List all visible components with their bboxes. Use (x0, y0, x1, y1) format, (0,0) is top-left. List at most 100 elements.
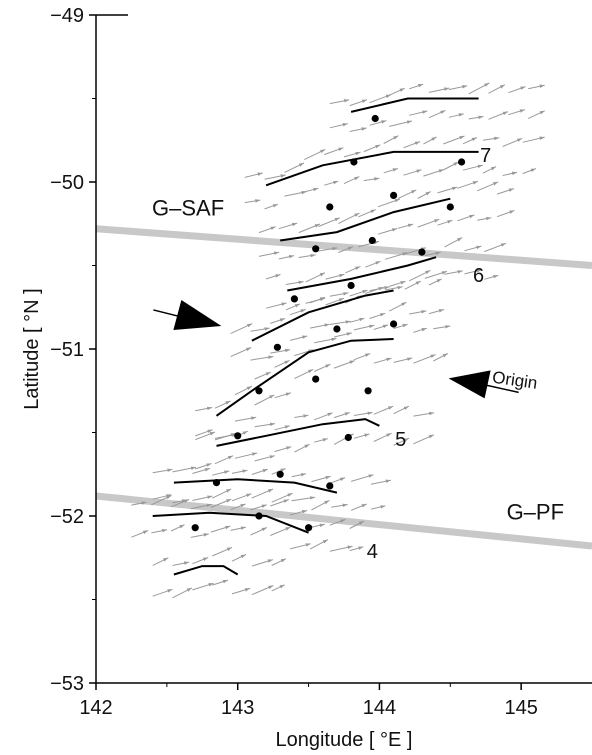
stations (191, 114, 466, 532)
annotation-label: 4 (367, 541, 378, 563)
velocity-vector (170, 524, 185, 532)
velocity-vector (369, 120, 387, 126)
velocity-vector (298, 253, 316, 258)
x-tick-label: 143 (221, 697, 254, 719)
velocity-vector (350, 503, 367, 511)
y-axis-title: Latitude [ °N ] (21, 288, 43, 409)
velocity-vector (329, 320, 351, 325)
velocity-vector (343, 176, 360, 185)
track-line-7 (216, 418, 380, 447)
velocity-vector (318, 217, 340, 227)
velocity-vector (314, 412, 333, 421)
pointer-arrow-head-origin (448, 370, 491, 399)
velocity-vector (417, 191, 431, 199)
velocity-vector (389, 120, 413, 127)
x-tick-label: 145 (504, 697, 537, 719)
velocity-vector (298, 223, 321, 234)
velocity-vector (314, 438, 328, 443)
track-line-2 (265, 150, 479, 187)
track-line-6 (215, 338, 394, 417)
velocity-vector (333, 412, 350, 419)
velocity-vector (468, 115, 484, 120)
velocity-vector (349, 127, 367, 132)
velocity-vector (333, 360, 355, 369)
velocity-vector (333, 332, 352, 338)
velocity-vector (254, 394, 275, 406)
velocity-vector (484, 274, 499, 280)
track-line-4 (287, 256, 437, 292)
velocity-vector (172, 561, 190, 566)
velocity-vector (212, 579, 229, 586)
x-tick-label: 144 (363, 697, 396, 719)
velocity-vector (284, 162, 305, 173)
velocity-vector (373, 357, 392, 364)
velocity-vector (464, 245, 482, 252)
velocity-vector (428, 109, 446, 119)
velocity-vector (234, 385, 253, 396)
velocity-vector (373, 432, 392, 442)
velocity-vector (358, 209, 376, 218)
velocity-vector (244, 199, 261, 204)
velocity-vector (443, 135, 465, 145)
velocity-vector (244, 172, 263, 178)
velocity-vector (214, 400, 231, 409)
velocity-vectors (131, 82, 546, 599)
velocity-vector (409, 83, 424, 90)
pointer-arrow-head-left (173, 299, 222, 330)
velocity-vector (305, 272, 326, 283)
velocity-vector (393, 437, 410, 446)
velocity-vector (423, 169, 445, 177)
velocity-vector (270, 526, 291, 536)
track-line-9 (152, 511, 309, 534)
velocity-vector (329, 123, 348, 129)
velocity-vector (250, 504, 267, 511)
velocity-vector (373, 324, 389, 330)
track-line-10 (173, 565, 239, 576)
velocity-vector (289, 543, 311, 550)
velocity-vector (345, 265, 361, 274)
velocity-vector (363, 177, 380, 182)
velocity-vector (251, 559, 274, 567)
velocity-vector (413, 411, 435, 417)
velocity-vector (192, 582, 214, 591)
velocity-vector (409, 110, 428, 116)
velocity-vector (270, 348, 291, 354)
annotation-label: G–PF (507, 499, 564, 524)
velocity-vector (172, 587, 193, 599)
velocity-vector (477, 181, 499, 192)
velocity-vector (309, 523, 325, 528)
velocity-vector (210, 498, 232, 508)
velocity-vector (403, 141, 421, 149)
velocity-vector (309, 296, 326, 304)
velocity-vector (211, 488, 232, 499)
station-point (312, 375, 320, 383)
velocity-vector (291, 496, 316, 502)
velocity-vector (230, 503, 246, 511)
velocity-vector (190, 503, 212, 510)
velocity-vector (437, 186, 458, 194)
velocity-vector (264, 174, 286, 180)
velocity-vector (289, 510, 308, 516)
station-point (371, 114, 379, 123)
velocity-vector (152, 494, 172, 500)
velocity-vector (433, 353, 449, 362)
velocity-vector (457, 180, 479, 189)
velocity-vector (508, 109, 526, 116)
velocity-vector (331, 503, 348, 508)
velocity-vector (324, 147, 344, 156)
track-line-3 (280, 197, 451, 242)
station-point (191, 524, 199, 532)
velocity-vector (408, 269, 431, 282)
velocity-vector (329, 292, 349, 297)
velocity-vector (369, 312, 386, 319)
velocity-vector (231, 587, 251, 595)
station-point (347, 281, 355, 290)
velocity-vector (214, 455, 234, 465)
velocity-vector (170, 499, 190, 508)
velocity-vector (234, 452, 258, 459)
velocity-vector (230, 323, 253, 335)
track-lines (152, 97, 479, 576)
velocity-vector (404, 280, 422, 290)
station-point (333, 325, 341, 333)
